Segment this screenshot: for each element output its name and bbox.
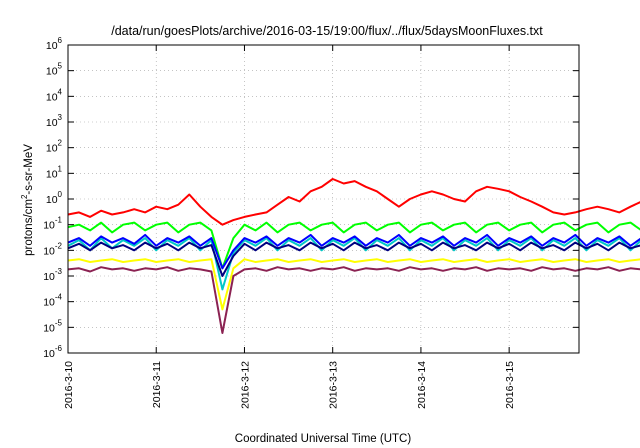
axis-ticks: 10-6 10-5 10-4 10-3 10-2 10-1 100 101 102 103 104 1… <box>43 36 579 409</box>
series-line-4 <box>67 233 640 270</box>
series-line-5 <box>67 241 640 277</box>
y-tick-label: 10-5 <box>43 318 62 334</box>
series-line-1 <box>67 178 640 226</box>
y-tick-label: 106 <box>46 36 63 52</box>
series-line-7 <box>67 266 640 334</box>
series-line-2 <box>67 221 640 270</box>
x-axis-label: Coordinated Universal Time (UTC) <box>235 433 412 445</box>
y-tick-label: 101 <box>46 164 63 180</box>
y-tick-label: 10-3 <box>43 267 62 283</box>
y-tick-label: 10-2 <box>43 241 62 257</box>
y-tick-label: 100 <box>46 190 63 206</box>
y-tick-label: 105 <box>46 62 63 78</box>
x-tick-label: 2016-3-10 <box>63 361 75 409</box>
series-line-6 <box>67 258 640 311</box>
x-tick-label: 2016-3-13 <box>328 361 340 409</box>
x-tick-label: 2016-3-15 <box>504 361 516 409</box>
chart-title: /data/run/goesPlots/archive/2016-03-15/1… <box>111 24 543 38</box>
x-tick-label: 2016-3-11 <box>151 361 163 408</box>
y-axis-label: protons/cm2-s-sr-MeV <box>20 144 35 256</box>
y-tick-label: 10-6 <box>43 344 62 360</box>
x-tick-label: 2016-3-14 <box>416 361 428 409</box>
y-tick-label: 103 <box>46 113 63 129</box>
y-tick-label: 10-1 <box>43 216 62 232</box>
y-tick-label: 104 <box>46 87 63 103</box>
y-tick-label: 10-4 <box>43 293 62 309</box>
series-line-3 <box>67 237 640 291</box>
x-tick-label: 2016-3-12 <box>239 361 251 409</box>
grid <box>68 45 579 353</box>
series-group <box>67 178 640 334</box>
y-tick-label: 102 <box>46 139 63 155</box>
